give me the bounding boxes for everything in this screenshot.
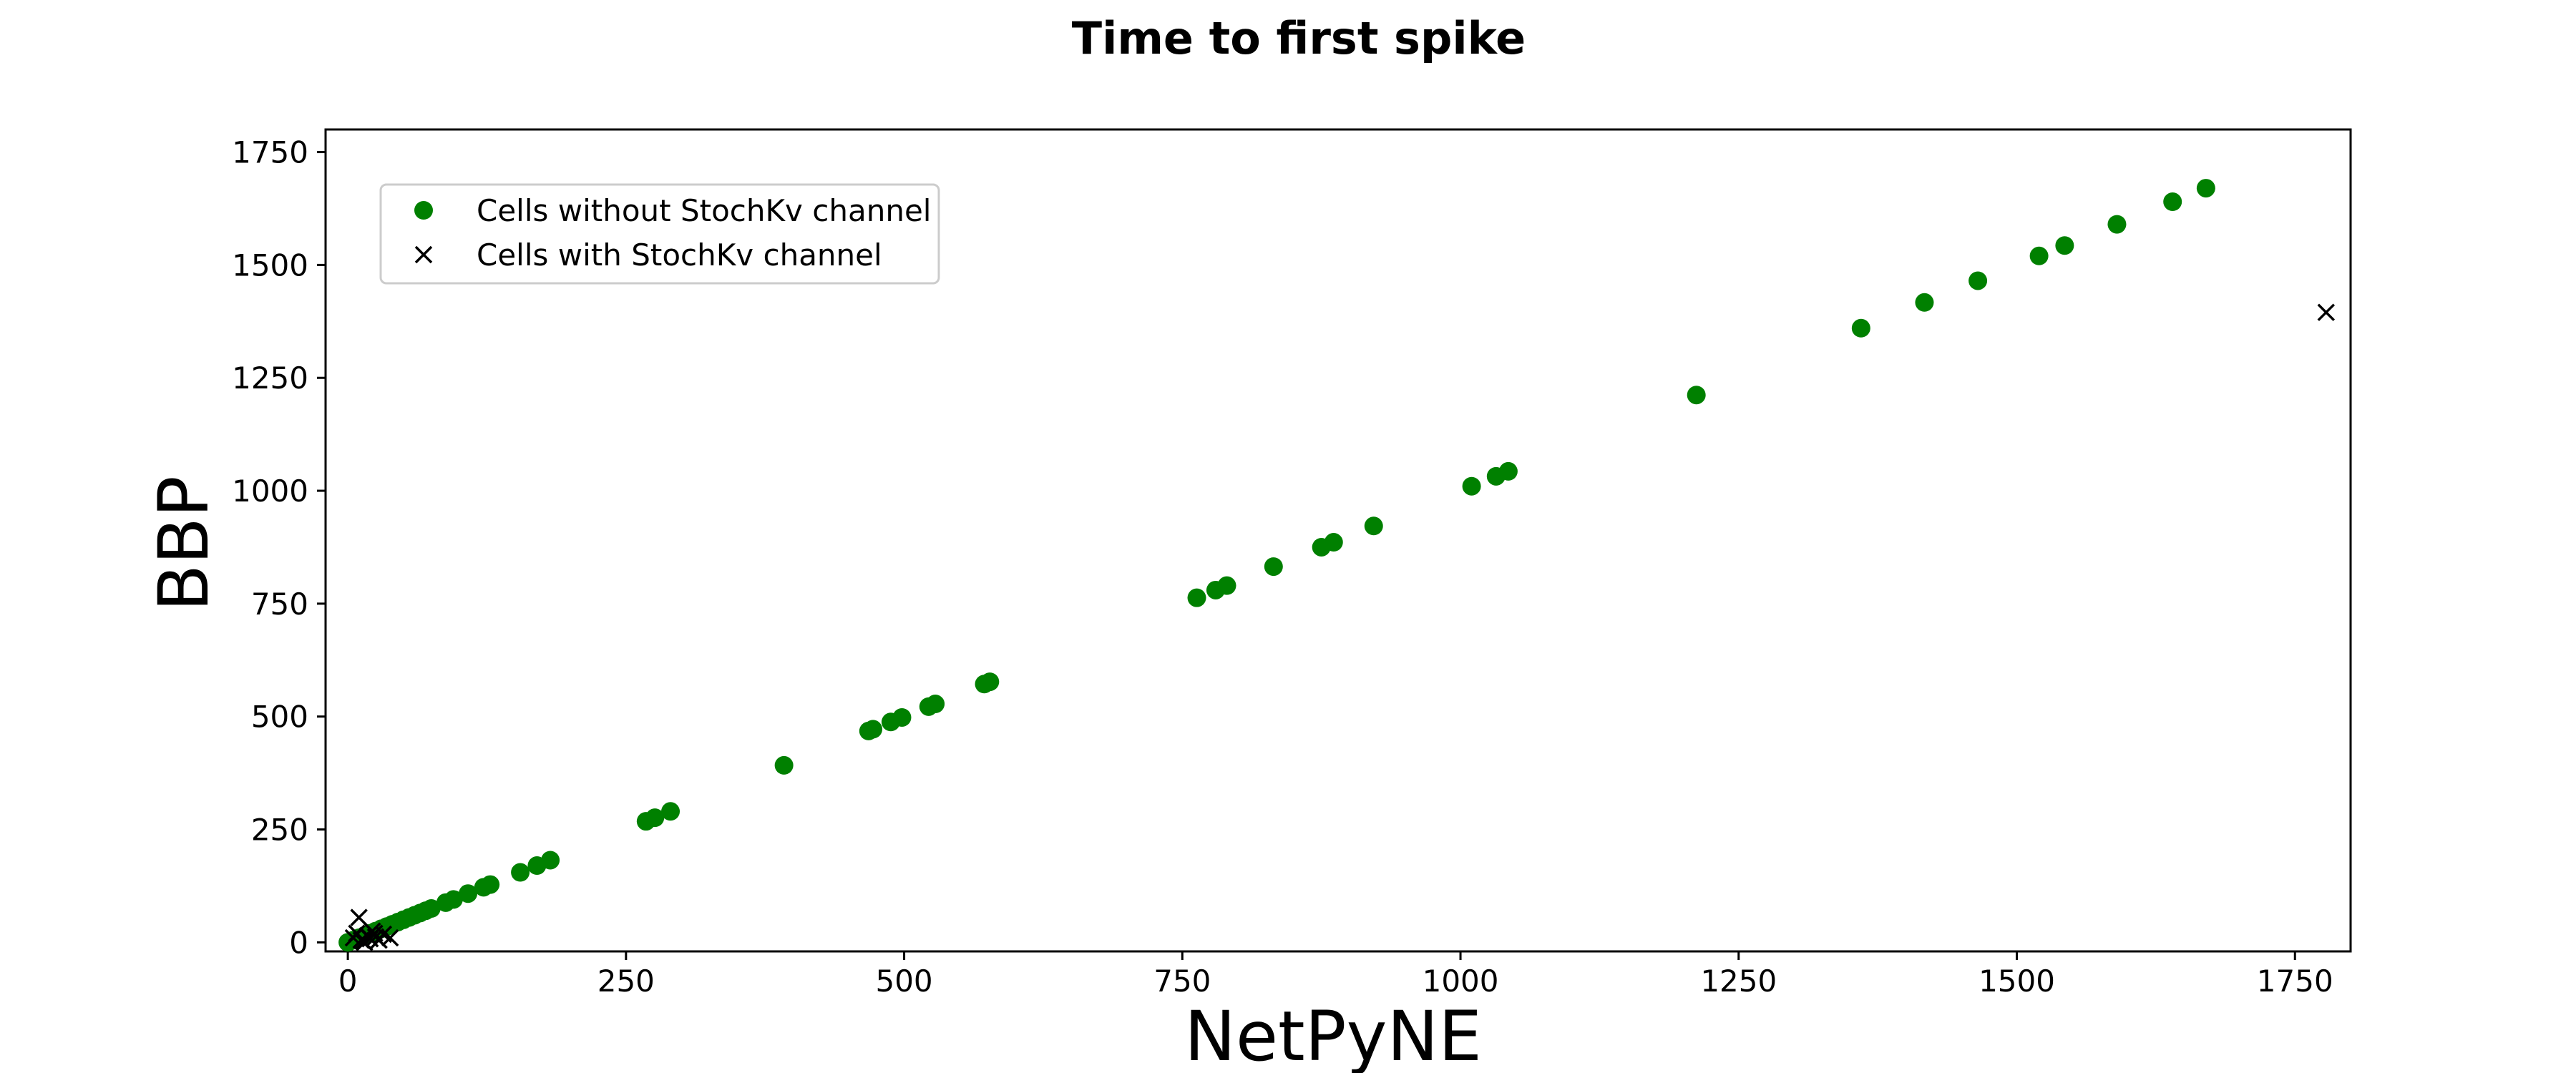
data-point-circle (1687, 386, 1706, 405)
x-tick-label: 1250 (1700, 964, 1777, 999)
y-tick-label: 0 (289, 925, 308, 960)
x-axis-label: NetPyNE (1184, 996, 1482, 1073)
data-point-circle (1187, 588, 1206, 607)
y-tick-label: 1250 (232, 361, 308, 396)
data-point-x (354, 932, 373, 951)
data-point-circle (2029, 246, 2049, 265)
data-point-circle (1851, 318, 1870, 338)
data-point-circle (2196, 179, 2215, 198)
y-axis-label: BBP (144, 476, 224, 612)
y-tick-label: 500 (251, 700, 308, 735)
data-point-x (2317, 303, 2336, 321)
series-0 (338, 179, 2215, 952)
x-tick-label: 1000 (1423, 964, 1499, 999)
y-tick-label: 750 (251, 587, 308, 622)
y-tick-label: 1750 (232, 135, 308, 170)
plot-frame (324, 128, 2352, 953)
data-point-x (381, 929, 399, 947)
data-point-x (350, 908, 368, 926)
data-point-circle (481, 875, 500, 894)
x-tick-label: 1500 (1979, 964, 2055, 999)
data-point-circle (541, 851, 560, 870)
data-point-circle (1324, 533, 1343, 552)
data-point-circle (1498, 461, 1518, 481)
data-point-circle (1915, 293, 1934, 312)
data-point-circle (864, 720, 883, 739)
data-point-circle (1462, 476, 1481, 496)
data-point-circle (444, 890, 463, 909)
plot-area: 0 250 500 750 1000 1250 1500 1750 0 250 500 750 1000… (232, 128, 2352, 999)
y-tick-label: 1500 (232, 248, 308, 283)
data-point-circle (2107, 215, 2127, 234)
chart-title: Time to first spike (1072, 12, 1526, 64)
legend-marker-1 (414, 245, 433, 264)
x-tick-label: 0 (338, 964, 358, 999)
data-point-circle (774, 755, 794, 775)
data-point-circle (2163, 192, 2182, 212)
data-point-circle (459, 884, 478, 903)
data-point-circle (2055, 236, 2074, 255)
data-point-circle (1264, 557, 1283, 577)
data-point-circle (661, 802, 680, 821)
data-point-circle (511, 863, 530, 882)
y-tick-label: 1000 (232, 474, 308, 509)
data-point-x (366, 924, 384, 942)
legend-label-1: Cells with StochKv channel (477, 237, 882, 273)
data-point-circle (1968, 271, 1988, 290)
legend: Cells without StochKv channel Cells with … (379, 183, 940, 285)
data-point-circle (892, 707, 912, 727)
x-tick-label: 250 (597, 964, 655, 999)
series-1 (344, 303, 2336, 951)
y-tick-label: 250 (251, 813, 308, 848)
legend-marker-0 (414, 201, 433, 220)
x-tick-label: 1750 (2257, 964, 2333, 999)
x-tick-label: 500 (875, 964, 932, 999)
x-tick-label: 750 (1153, 964, 1211, 999)
legend-box (379, 183, 940, 285)
data-point-circle (1364, 516, 1383, 536)
data-point-circle (421, 899, 441, 918)
data-point-circle (645, 808, 665, 828)
legend-label-0: Cells without StochKv channel (477, 193, 931, 228)
data-point-circle (1217, 576, 1236, 595)
data-point-circle (926, 695, 945, 714)
data-point-circle (980, 672, 1000, 692)
